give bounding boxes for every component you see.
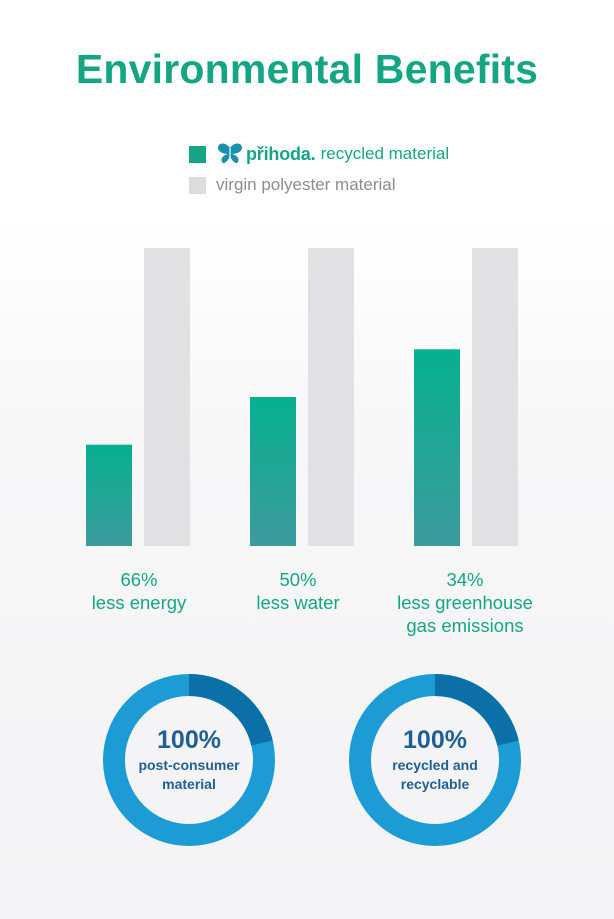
badge-line2: material xyxy=(162,776,216,792)
bar-recycled-2 xyxy=(250,397,296,546)
legend-label-recycled: recycled material xyxy=(320,144,450,163)
legend-swatch-green xyxy=(189,145,206,163)
ring-icon xyxy=(349,674,521,846)
legend-item-recycled: přihoda. recycled material xyxy=(189,143,449,165)
bar-recycled-3 xyxy=(414,349,460,546)
butterfly-icon xyxy=(218,143,242,164)
category-text: less greenhouse xyxy=(397,592,533,613)
bar-chart xyxy=(86,248,518,546)
bar-virgin-2 xyxy=(308,248,354,546)
brand-logo: přihoda. recycled material xyxy=(216,142,449,166)
badge-post-consumer: 100% post-consumer material xyxy=(102,673,276,847)
badge-line1: recycled and xyxy=(392,757,478,773)
bar-virgin-1 xyxy=(144,248,190,546)
category-label-energy: 66% less energy xyxy=(44,568,234,614)
category-label-water: 50% less water xyxy=(203,568,393,614)
brand-name: přihoda xyxy=(246,143,311,164)
category-text: less energy xyxy=(91,592,187,613)
category-pct: 50% xyxy=(279,569,317,590)
ring-icon xyxy=(103,674,275,846)
bar-virgin-3 xyxy=(472,248,518,546)
badge-line1: post-consumer xyxy=(138,757,240,773)
badge-pct: 100% xyxy=(157,726,221,754)
category-label-emissions: 34% less greenhouse gas emissions xyxy=(370,568,560,637)
category-pct: 34% xyxy=(446,569,484,590)
category-text: less water xyxy=(256,592,340,613)
badge-pct: 100% xyxy=(403,726,467,754)
brand-dot: . xyxy=(310,143,316,164)
page-title: Environmental Benefits xyxy=(75,46,539,92)
legend-item-virgin: virgin polyester material xyxy=(189,174,396,196)
category-text: gas emissions xyxy=(406,615,524,636)
ring-accent-arc xyxy=(434,674,519,746)
badge-line2: recyclable xyxy=(400,776,470,792)
legend-swatch-gray xyxy=(189,176,206,194)
bar-recycled-1 xyxy=(86,444,132,546)
ring-accent-arc xyxy=(188,674,273,746)
badge-recycled-recyclable: 100% recycled and recyclable xyxy=(348,673,522,847)
legend-label-virgin: virgin polyester material xyxy=(216,175,396,194)
category-pct: 66% xyxy=(120,569,158,590)
